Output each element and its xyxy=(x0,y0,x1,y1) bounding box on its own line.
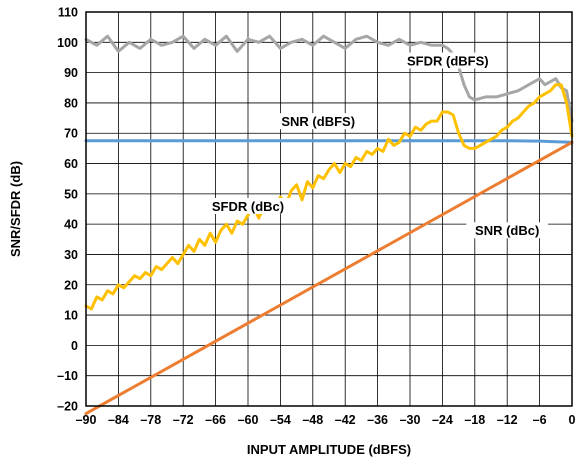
annotation-layer: SFDR (dBFS) SNR (dBFS) SFDR (dBc) SNR (dBc) xyxy=(203,52,549,239)
y-tick-label: –20 xyxy=(57,400,78,414)
x-tick-label: –18 xyxy=(464,413,485,427)
annotation-label: SNR (dBc) xyxy=(475,223,539,238)
annotation-label: SFDR (dBc) xyxy=(212,199,284,214)
x-tick-label: –48 xyxy=(302,413,323,427)
x-tick-label: –84 xyxy=(108,413,129,427)
y-tick-label: 110 xyxy=(58,6,78,20)
y-tick-label: 80 xyxy=(64,96,78,110)
series-line-snr-dbc xyxy=(84,140,574,416)
annotation-label: SNR (dBFS) xyxy=(281,114,355,129)
series-line-sfdr-dbc xyxy=(84,83,574,311)
y-tick-label: 70 xyxy=(64,127,78,141)
y-axis-ticks: –20 –10 0 10 20 30 40 50 60 70 80 90 100 110 xyxy=(57,6,78,414)
annotation-label: SFDR (dBFS) xyxy=(407,54,489,69)
y-tick-label: 10 xyxy=(64,309,78,323)
series-line-sfdr-dbfs xyxy=(84,34,574,123)
series-annotation: SFDR (dBFS) xyxy=(398,52,497,69)
series-line-snr-dbfs xyxy=(84,139,574,144)
y-axis-title: SNR/SFDR (dB) xyxy=(8,161,23,257)
x-tick-label: –36 xyxy=(367,413,388,427)
x-tick-label: –72 xyxy=(173,413,194,427)
x-tick-label: –78 xyxy=(140,413,161,427)
x-tick-label: –12 xyxy=(497,413,518,427)
y-tick-label: –10 xyxy=(57,369,78,383)
x-axis-ticks: –90 –84 –78 –72 –66 –60 –54 –48 –42 –36 –30 –24 –18–… xyxy=(76,413,576,427)
x-tick-label: –66 xyxy=(205,413,226,427)
y-tick-label: 60 xyxy=(64,157,78,171)
y-tick-label: 90 xyxy=(64,66,78,80)
grid xyxy=(85,11,573,407)
x-axis-title: INPUT AMPLITUDE (dBFS) xyxy=(247,442,411,457)
y-tick-label: 30 xyxy=(64,248,78,262)
y-tick-label: 100 xyxy=(57,36,78,50)
series-annotation: SNR (dBFS) xyxy=(273,113,364,130)
x-tick-label: –60 xyxy=(238,413,259,427)
x-tick-label: –90 xyxy=(76,413,97,427)
x-tick-label: 0 xyxy=(569,413,576,427)
plot-frame xyxy=(85,11,573,407)
annotation-background xyxy=(273,113,364,130)
series-layer xyxy=(84,34,574,416)
x-tick-label: –6 xyxy=(533,413,547,427)
series-annotation: SFDR (dBc) xyxy=(203,198,293,214)
x-tick-label: –42 xyxy=(335,413,356,427)
annotation-background xyxy=(398,52,497,69)
x-tick-label: –30 xyxy=(400,413,421,427)
x-tick-label: –54 xyxy=(270,413,291,427)
y-tick-label: 0 xyxy=(71,339,78,353)
y-tick-label: 40 xyxy=(64,218,78,232)
x-tick-label: –24 xyxy=(432,413,453,427)
annotation-background xyxy=(203,198,293,214)
y-tick-label: 50 xyxy=(64,187,78,201)
series-annotation: SNR (dBc) xyxy=(466,222,549,239)
annotation-background xyxy=(466,222,549,239)
y-tick-label: 20 xyxy=(64,278,78,292)
